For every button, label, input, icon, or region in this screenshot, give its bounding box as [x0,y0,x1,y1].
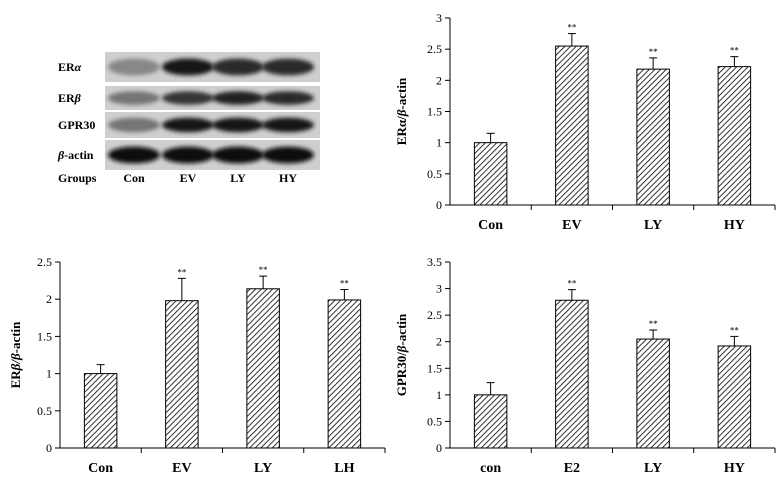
significance-marker: ** [567,279,577,289]
gpr30-bar-chart: 0 0.5 1 1.5 2 2.5 3 3.5 GPR30/β-actin con ** E2 ** LY… [394,255,776,476]
y-tick-label: 1 [436,136,442,150]
blot-band [108,58,160,76]
blot-band [212,91,264,105]
y-tick-label: 0 [46,441,52,455]
y-axis-label: ERβ/β-actin [8,321,23,389]
y-tick-label: 0 [436,441,442,455]
y-axis-label: GPR30/β-actin [394,313,409,396]
blot-band [162,58,214,76]
blot-row-label: ERβ [58,91,82,105]
significance-marker: ** [730,325,740,335]
blot-row-label: ERα [58,60,82,74]
bar-con [473,142,508,206]
blot-groups-label: Groups [58,171,97,185]
blot-band [162,91,214,105]
blot-band [262,117,314,133]
blot-band [262,58,314,76]
x-category-label: LY [254,461,272,476]
blot-band [212,117,264,133]
y-tick-label: 2 [436,73,442,87]
y-axis-label: ERα/β-actin [394,77,409,145]
blot-lane-label: LY [230,171,246,185]
y-tick-label: 2 [436,335,442,349]
bar-ev [165,300,199,449]
y-tick-label: 0.5 [427,167,442,181]
blot-row-actin [105,140,320,170]
x-category-label: LY [644,218,662,233]
bar-con [473,394,508,449]
significance-marker: ** [340,279,350,289]
significance-marker: ** [177,267,187,277]
y-tick-label: 1 [436,388,442,402]
y-tick-label: 1.5 [427,105,442,119]
blot-row-erb [105,86,320,110]
blot-row-label: β-actin [57,148,94,162]
blot-band [162,146,214,164]
bar-ev [555,45,589,206]
erb-bar-chart: 0 0.5 1 1.5 2 2.5 ERβ/β-actin Con ** EV ** LY ** LH [8,255,386,476]
y-tick-label: 3 [436,282,442,296]
x-category-label: LY [644,461,662,476]
bar-hy [717,66,752,206]
western-blot-panel: ERα ERβ GPR30 β-actin Groups Con EV LY HY [57,52,320,185]
blot-band [108,91,160,105]
blot-lane-label: HY [279,171,297,185]
blot-band [162,117,214,133]
y-tick-label: 1.5 [37,329,52,343]
x-category-label: Con [88,461,113,476]
bar-con [83,373,118,449]
y-tick-label: 2.5 [427,42,442,56]
blot-row-era [105,52,320,82]
x-category-label: E2 [564,461,580,476]
blot-band [108,146,160,164]
bar-lh [327,299,362,449]
significance-marker: ** [649,319,659,329]
y-tick-label: 1 [46,367,52,381]
y-tick-label: 1.5 [427,361,442,375]
x-category-label: con [480,461,501,476]
x-category-label: EV [172,461,191,476]
blot-band [212,58,264,76]
x-category-label: LH [334,461,354,476]
bar-ly [636,68,670,206]
y-tick-label: 3.5 [427,255,442,269]
blot-lane-label: EV [180,171,197,185]
y-tick-label: 2.5 [427,308,442,322]
y-tick-label: 2.5 [37,255,52,269]
y-tick-label: 0.5 [37,404,52,418]
era-bar-chart: 0 0.5 1 1.5 2 2.5 3 ERα/β-actin Con ** EV ** LY ** HY [394,11,776,233]
blot-band [262,146,314,164]
y-tick-label: 0 [436,198,442,212]
y-tick-label: 3 [436,11,442,25]
blot-row-label: GPR30 [58,118,95,132]
bar-ly [246,288,280,449]
x-category-label: Con [478,218,503,233]
x-category-label: EV [562,218,581,233]
blot-band [108,117,160,133]
blot-row-gpr30 [105,112,320,138]
bar-e2 [555,299,589,449]
x-category-label: HY [724,218,745,233]
significance-marker: ** [567,23,577,33]
significance-marker: ** [730,46,740,56]
y-tick-label: 0.5 [427,414,442,428]
bar-ly [636,338,670,449]
blot-band [212,146,264,164]
significance-marker: ** [259,265,269,275]
bar-hy [717,345,752,449]
blot-lane-label: Con [123,171,145,185]
blot-band [262,91,314,105]
significance-marker: ** [649,47,659,57]
y-tick-label: 2 [46,292,52,306]
x-category-label: HY [724,461,745,476]
